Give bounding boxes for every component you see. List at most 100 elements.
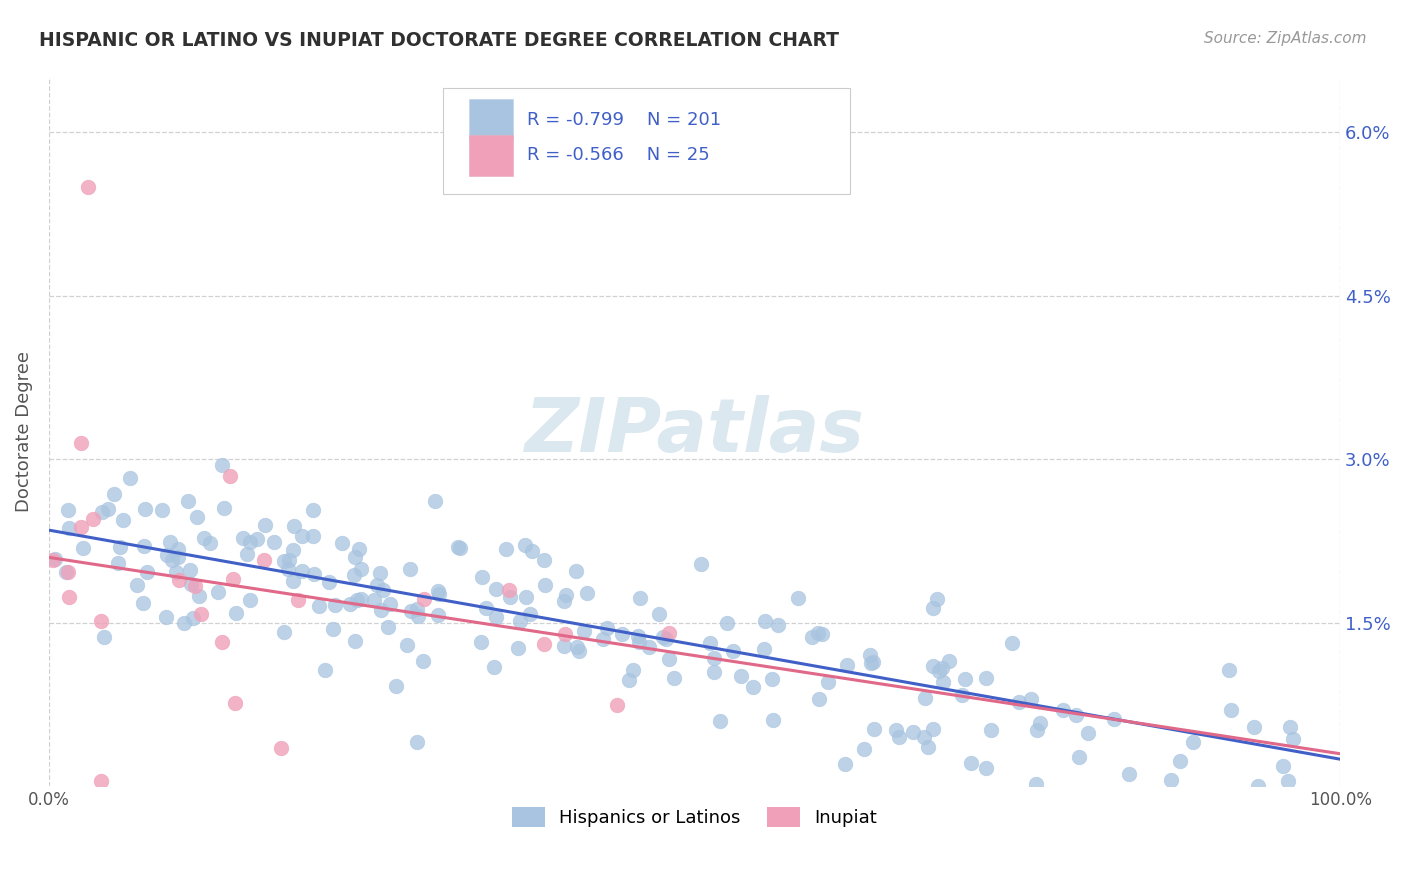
Point [76, 179, 98, 194]
Point [1019, 692, 1042, 706]
Point [859, 648, 882, 662]
Point [173, 616, 195, 631]
Point [1279, 720, 1302, 734]
Point [412, 653, 434, 667]
Point [1219, 703, 1241, 717]
Point [90, 614, 112, 628]
Point [449, 541, 471, 556]
Point [72, 541, 94, 555]
Point [224, 697, 246, 711]
Point [498, 583, 520, 598]
Point [150, 502, 173, 516]
Point [1077, 726, 1099, 740]
Point [278, 553, 301, 567]
Point [103, 487, 125, 501]
Point [190, 607, 212, 622]
Point [533, 637, 555, 651]
Point [470, 634, 492, 648]
Point [506, 640, 529, 655]
Point [214, 500, 236, 515]
Point [835, 658, 858, 673]
Point [177, 494, 200, 508]
Point [314, 663, 336, 677]
Point [800, 630, 823, 644]
Point [180, 576, 202, 591]
Point [1104, 712, 1126, 726]
Point [401, 604, 423, 618]
FancyBboxPatch shape [468, 99, 513, 141]
Point [107, 556, 129, 570]
Point [648, 607, 671, 621]
Point [485, 582, 508, 596]
Point [1025, 723, 1047, 738]
Point [155, 610, 177, 624]
Point [533, 553, 555, 567]
Point [281, 543, 304, 558]
Point [273, 625, 295, 640]
Point [254, 518, 277, 533]
Point [974, 671, 997, 685]
Point [55, 566, 77, 580]
Point [1247, 780, 1270, 794]
Point [350, 592, 373, 607]
Point [406, 602, 429, 616]
Point [612, 627, 634, 641]
Point [595, 621, 617, 635]
Point [211, 458, 233, 472]
Point [709, 714, 731, 729]
Point [638, 640, 661, 654]
Point [1243, 720, 1265, 734]
Point [853, 742, 876, 756]
Point [156, 548, 179, 562]
Point [120, 471, 142, 485]
Point [703, 665, 725, 680]
Point [553, 639, 575, 653]
Point [281, 574, 304, 589]
Point [931, 661, 953, 675]
Point [308, 599, 330, 613]
Point [186, 510, 208, 524]
Point [368, 566, 391, 580]
Point [427, 608, 450, 623]
Point [366, 577, 388, 591]
Point [519, 607, 541, 622]
Point [363, 592, 385, 607]
Point [207, 585, 229, 599]
FancyBboxPatch shape [468, 135, 513, 177]
Point [58, 521, 80, 535]
Point [495, 542, 517, 557]
Point [1025, 777, 1047, 791]
Point [903, 724, 925, 739]
Point [277, 562, 299, 576]
Point [159, 534, 181, 549]
Point [69, 520, 91, 534]
Legend: Hispanics or Latinos, Inupiat: Hispanics or Latinos, Inupiat [505, 800, 884, 834]
Point [302, 566, 325, 581]
Point [406, 734, 429, 748]
Point [1001, 636, 1024, 650]
Point [922, 722, 945, 736]
Point [862, 655, 884, 669]
Point [716, 615, 738, 630]
Point [318, 575, 340, 590]
Point [1160, 772, 1182, 787]
Point [499, 591, 522, 605]
Point [395, 638, 418, 652]
Point [730, 669, 752, 683]
Point [97, 502, 120, 516]
Text: HISPANIC OR LATINO VS INUPIAT DOCTORATE DEGREE CORRELATION CHART: HISPANIC OR LATINO VS INUPIAT DOCTORATE … [39, 31, 839, 50]
Point [377, 620, 399, 634]
Point [1181, 735, 1204, 749]
Text: ZIPatlas: ZIPatlas [524, 395, 865, 468]
Point [509, 614, 531, 628]
Point [553, 593, 575, 607]
Point [471, 569, 494, 583]
Point [110, 540, 132, 554]
Point [132, 596, 155, 610]
Point [606, 698, 628, 713]
Point [371, 582, 394, 597]
Point [423, 494, 446, 508]
Point [253, 553, 276, 567]
Point [658, 652, 681, 666]
Point [628, 591, 651, 606]
